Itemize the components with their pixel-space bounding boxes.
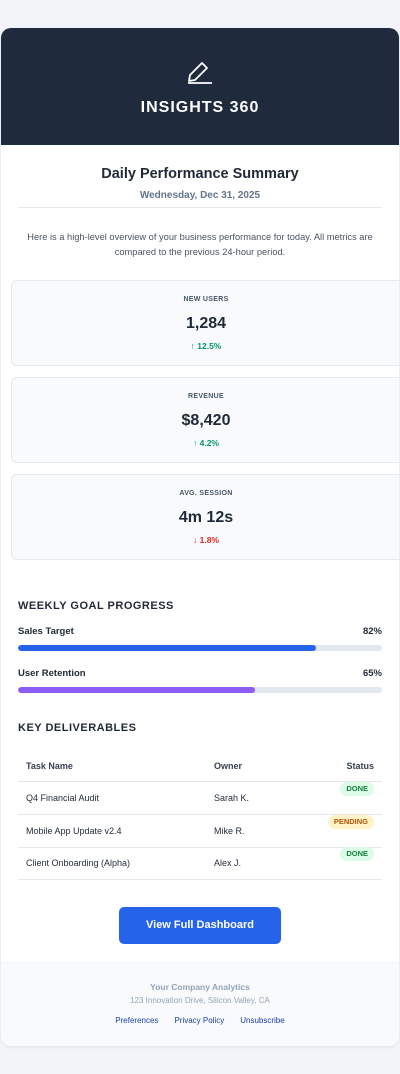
status-pill: DONE <box>340 782 374 796</box>
cta-button[interactable]: View Full Dashboard <box>119 907 281 944</box>
footer-link[interactable]: Privacy Policy <box>174 1016 225 1025</box>
column-header: Task Name <box>26 761 73 771</box>
task-name: Q4 Financial Audit <box>26 793 100 803</box>
owner: Alex J. <box>214 858 242 868</box>
progress-bar <box>18 687 255 693</box>
metric-label: NEW USERS <box>183 296 229 303</box>
metric-label: REVENUE <box>188 393 224 400</box>
goal-percent: 65% <box>362 668 382 679</box>
goal-name: Sales Target <box>18 626 74 637</box>
goal-percent: 82% <box>362 626 382 637</box>
column-header: Owner <box>214 761 243 771</box>
section-title: WEEKLY GOAL PROGRESS <box>18 600 174 612</box>
pencil-icon <box>188 62 212 84</box>
progress-track <box>18 687 382 693</box>
metric-card: AVG. SESSION 4m 12s ↓ 1.8% <box>11 474 399 560</box>
task-name: Client Onboarding (Alpha) <box>26 858 131 868</box>
table-row: Mobile App Update v2.4 Mike R. PENDING <box>18 814 382 848</box>
metric-change: ↑ 4.2% <box>193 438 219 448</box>
goal-name: User Retention <box>18 668 86 679</box>
summary-intro: Here is a high-level overview of your bu… <box>27 232 373 257</box>
column-header: Status <box>346 761 374 771</box>
divider <box>18 207 382 208</box>
progress-track <box>18 645 382 651</box>
owner: Sarah K. <box>214 793 250 803</box>
footer-link[interactable]: Unsubscribe <box>240 1016 285 1025</box>
summary-title: Daily Performance Summary <box>101 166 299 182</box>
metric-label: AVG. SESSION <box>179 490 233 497</box>
metric-card: REVENUE $8,420 ↑ 4.2% <box>11 377 399 463</box>
metric-value: 1,284 <box>185 315 227 332</box>
metric-card: NEW USERS 1,284 ↑ 12.5% <box>11 280 399 366</box>
footer-company: Your Company Analytics <box>150 982 250 992</box>
brand-title: INSIGHTS 360 <box>140 99 260 116</box>
metric-change: ↑ 12.5% <box>190 341 222 351</box>
footer-link[interactable]: Preferences <box>115 1016 159 1025</box>
task-name: Mobile App Update v2.4 <box>26 825 122 836</box>
owner: Mike R. <box>214 825 245 836</box>
metric-value: 4m 12s <box>178 509 234 526</box>
status-pill: DONE <box>340 847 374 861</box>
table-row: Client Onboarding (Alpha) Alex J. DONE <box>18 847 382 880</box>
table-header: Task Name Owner Status <box>18 750 382 782</box>
footer: Your Company Analytics 123 Innovation Dr… <box>1 961 399 1046</box>
header: INSIGHTS 360 <box>1 28 399 145</box>
progress-bar <box>18 645 317 651</box>
summary-date: Wednesday, Dec 31, 2025 <box>139 190 261 201</box>
footer-address: 123 Innovation Drive, Silicon Valley, CA <box>130 996 270 1005</box>
metric-value: $8,420 <box>181 412 231 429</box>
table-row: Q4 Financial Audit Sarah K. DONE <box>18 782 382 815</box>
email-card: INSIGHTS 360 Daily Performance Summary W… <box>1 28 399 1046</box>
footer-links: Preferences Privacy Policy Unsubscribe <box>1 1016 399 1025</box>
metric-change: ↓ 1.8% <box>193 535 219 545</box>
section-title: KEY DELIVERABLES <box>18 722 137 734</box>
status-pill: PENDING <box>327 814 374 829</box>
